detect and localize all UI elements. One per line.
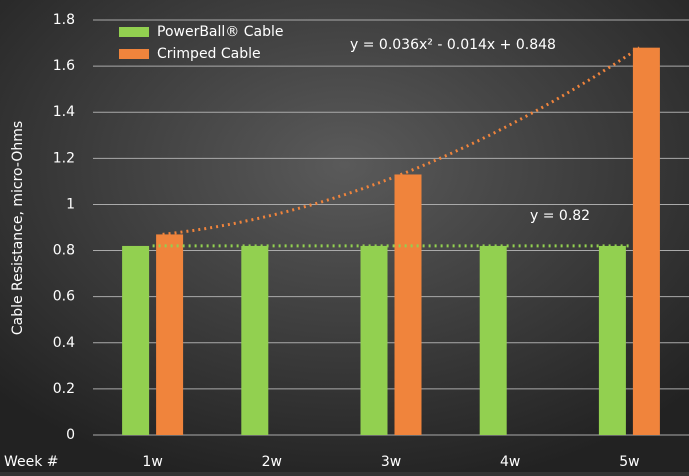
y-tick-label: 1.2 [53,150,75,166]
x-tick-label: 4w [500,454,520,470]
bar [360,245,388,435]
legend-label: PowerBall® Cable [157,24,284,40]
bar [598,245,626,435]
x-tick-label: 2w [262,454,282,470]
y-tick-label: 1.4 [53,104,75,120]
legend-label: Crimped Cable [157,46,261,62]
y-tick-label: 1.6 [53,58,75,74]
trendline-label: y = 0.82 [530,208,590,224]
y-axis-title: Cable Resistance, micro-Ohms [10,121,26,335]
legend-swatch [119,27,149,37]
bar [479,245,507,435]
y-tick-label: 0.6 [53,289,75,305]
x-tick-label: 5w [619,454,639,470]
trendline [162,46,641,236]
x-axis-title: Week # [4,454,59,470]
y-tick-label: 0.8 [53,243,75,259]
trendline-label: y = 0.036x² - 0.014x + 0.848 [350,37,556,53]
bar [632,47,660,436]
bar [241,245,269,435]
bar [122,245,150,435]
x-tick-label: 3w [381,454,401,470]
y-tick-label: 0.4 [53,335,75,351]
bar [394,174,422,435]
y-tick-label: 1.8 [53,12,75,28]
x-tick-label: 1w [142,454,162,470]
legend-swatch [119,49,149,59]
y-tick-label: 0.2 [53,381,75,397]
bar [156,234,184,435]
y-tick-label: 1 [66,196,75,212]
y-tick-label: 0 [66,427,75,443]
